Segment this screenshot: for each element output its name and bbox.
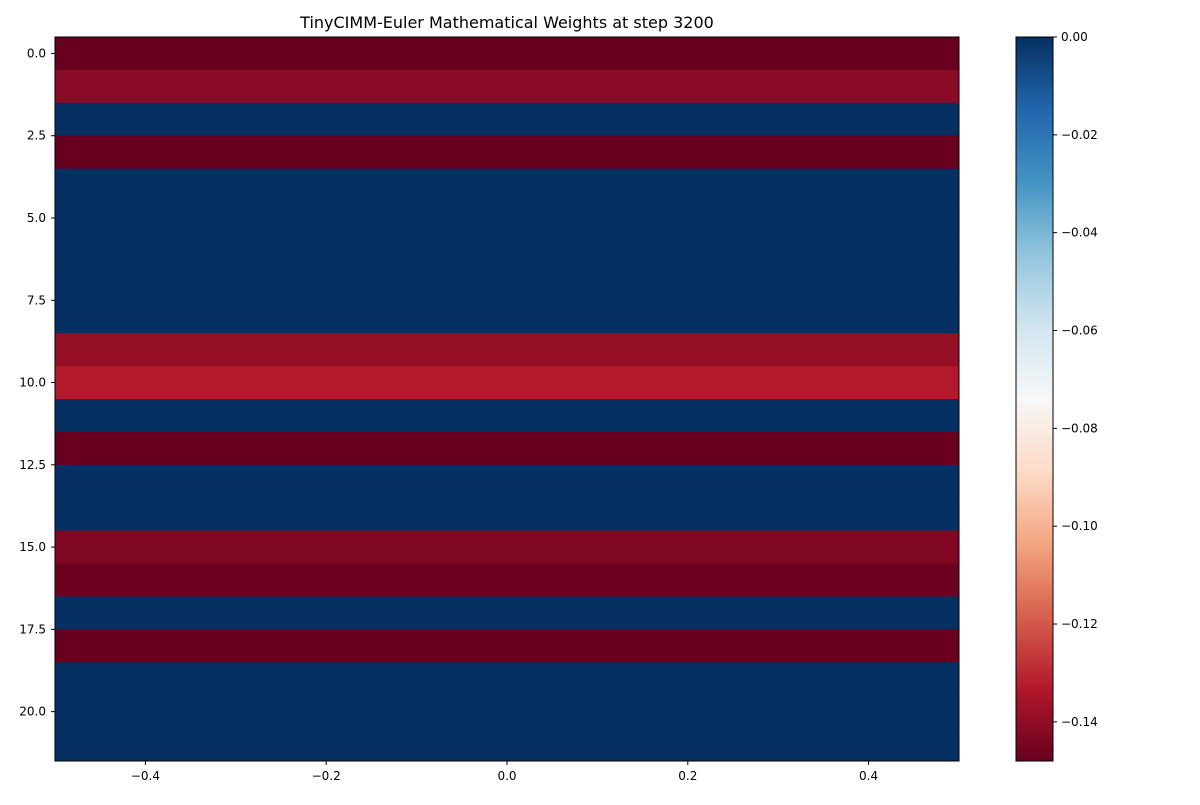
y-tick-label: 15.0 xyxy=(19,540,46,554)
y-tick-label: 5.0 xyxy=(27,211,46,225)
y-tick-label: 12.5 xyxy=(19,458,46,472)
x-tick-label: 0.4 xyxy=(859,769,878,783)
colorbar-tick-label: −0.10 xyxy=(1061,519,1098,533)
heatmap-cell xyxy=(55,431,959,466)
x-tick-label: 0.0 xyxy=(497,769,516,783)
heatmap-cell xyxy=(55,728,959,762)
heatmap-cell xyxy=(55,497,959,532)
colorbar-tick-label: −0.08 xyxy=(1061,421,1098,435)
colorbar-tick-label: −0.14 xyxy=(1061,715,1098,729)
heatmap-cell xyxy=(55,201,959,235)
chart-title: TinyCIMM-Euler Mathematical Weights at s… xyxy=(299,13,714,32)
y-tick-label: 7.5 xyxy=(27,293,46,307)
heatmap-cell xyxy=(55,267,959,301)
y-tick-label: 17.5 xyxy=(19,622,46,636)
heatmap-cell xyxy=(55,596,959,630)
heatmap-cell xyxy=(55,168,959,203)
heatmap-cell xyxy=(55,662,959,696)
x-tick-label: −0.4 xyxy=(131,769,160,783)
heatmap-cell xyxy=(55,234,959,268)
colorbar-tick-label: 0.00 xyxy=(1061,30,1088,44)
y-tick-label: 10.0 xyxy=(19,376,46,390)
x-axis: −0.4 −0.2 0.0 0.2 0.4 xyxy=(131,761,878,783)
heatmap-cell xyxy=(55,530,959,565)
heatmap-cell xyxy=(55,464,959,499)
heatmap-cell xyxy=(55,366,959,400)
heatmap-cell xyxy=(55,102,959,137)
heatmap-cells xyxy=(55,37,959,762)
heatmap-cell xyxy=(55,629,959,663)
heatmap-cell xyxy=(55,333,959,367)
heatmap-cell xyxy=(55,399,959,433)
x-tick-label: 0.2 xyxy=(678,769,697,783)
heatmap-cell xyxy=(55,135,959,170)
colorbar xyxy=(1015,36,1054,762)
heatmap-cell xyxy=(55,37,959,71)
y-tick-label: 0.0 xyxy=(27,46,46,60)
y-tick-label: 20.0 xyxy=(19,705,46,719)
y-axis: 0.0 2.5 5.0 7.5 10.0 12.5 15.0 17.5 20.0 xyxy=(19,46,55,719)
heatmap-cell xyxy=(55,695,959,729)
colorbar-axis: 0.00 −0.02 −0.04 −0.06 −0.08 −0.10 −0.12 −0.14 xyxy=(1053,30,1098,729)
colorbar-tick-label: −0.12 xyxy=(1061,617,1098,631)
heatmap-cell xyxy=(55,300,959,334)
colorbar-tick-label: −0.06 xyxy=(1061,324,1098,338)
heatmap-cell xyxy=(55,563,959,597)
x-tick-label: −0.2 xyxy=(312,769,341,783)
heatmap-cell xyxy=(55,69,959,104)
colorbar-tick-label: −0.02 xyxy=(1061,128,1098,142)
colorbar-tick-label: −0.04 xyxy=(1061,226,1098,240)
y-tick-label: 2.5 xyxy=(27,129,46,143)
